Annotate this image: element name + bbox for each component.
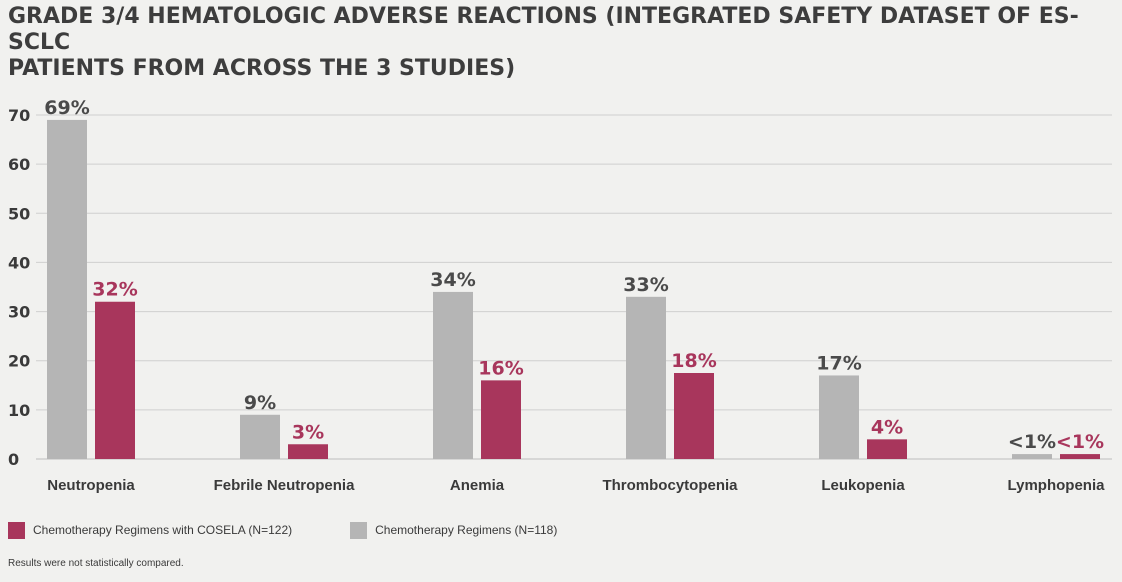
y-tick-label: 30 bbox=[8, 303, 30, 322]
y-tick-label: 70 bbox=[8, 106, 30, 125]
chart-title-line-1: GRADE 3/4 HEMATOLOGIC ADVERSE REACTIONS … bbox=[8, 4, 1079, 55]
legend-swatch-chemo bbox=[350, 521, 368, 539]
bar-data-label: 69% bbox=[44, 97, 89, 119]
y-tick-label: 10 bbox=[8, 401, 30, 420]
chart-legend: Chemotherapy Regimens with COSELA (N=122… bbox=[8, 520, 615, 540]
bar bbox=[867, 439, 907, 459]
chart-title: GRADE 3/4 HEMATOLOGIC ADVERSE REACTIONS … bbox=[8, 4, 1108, 82]
footnote: Results were not statistically compared. bbox=[8, 558, 184, 569]
x-category-label: Anemia bbox=[450, 477, 505, 494]
bar bbox=[1012, 454, 1052, 459]
x-category-label: Neutropenia bbox=[47, 477, 135, 494]
bar-data-label: 3% bbox=[292, 421, 324, 443]
y-tick-label: 20 bbox=[8, 352, 30, 371]
bar-data-label: 17% bbox=[816, 352, 861, 374]
bar bbox=[674, 373, 714, 459]
y-tick-label: 0 bbox=[8, 450, 19, 469]
x-category-label: Thrombocytopenia bbox=[602, 477, 738, 494]
bar bbox=[433, 291, 473, 459]
legend-item-chemo: Chemotherapy Regimens (N=118) bbox=[350, 521, 558, 539]
bar-data-label: 33% bbox=[623, 274, 668, 296]
bar-data-label: 16% bbox=[478, 357, 523, 379]
y-tick-label: 60 bbox=[8, 155, 30, 174]
bar-data-label: 34% bbox=[430, 269, 475, 291]
bar bbox=[95, 301, 135, 459]
x-category-label: Febrile Neutropenia bbox=[214, 477, 356, 494]
legend-swatch-cosela bbox=[8, 521, 25, 539]
bar bbox=[626, 296, 666, 459]
bar bbox=[819, 375, 859, 459]
bar-chart: 0 10 20 30 40 50 60 70 69% 32% Neutropenia 9% 3% Febr… bbox=[8, 97, 1112, 494]
legend-label-cosela: Chemotherapy Regimens with COSELA (N=122… bbox=[33, 523, 293, 537]
bar bbox=[288, 444, 328, 459]
bar-data-label: <1% bbox=[1056, 431, 1104, 453]
x-category-label: Lymphopenia bbox=[1008, 477, 1106, 494]
bar bbox=[1060, 454, 1100, 459]
legend-label-chemo: Chemotherapy Regimens (N=118) bbox=[375, 523, 558, 537]
bar-data-label: 18% bbox=[671, 350, 716, 372]
legend-item-cosela: Chemotherapy Regimens with COSELA (N=122… bbox=[8, 521, 293, 539]
y-tick-label: 50 bbox=[8, 204, 30, 223]
x-category-label: Leukopenia bbox=[821, 477, 905, 494]
bar-data-label: <1% bbox=[1008, 431, 1056, 453]
bar-data-label: 9% bbox=[244, 392, 276, 414]
bar bbox=[47, 119, 87, 460]
bar-data-label: 4% bbox=[871, 416, 903, 438]
bar bbox=[240, 414, 280, 459]
y-tick-label: 40 bbox=[8, 253, 30, 272]
bar bbox=[481, 380, 521, 459]
chart-title-line-2: PATIENTS FROM ACROSS THE 3 STUDIES) bbox=[8, 56, 516, 81]
bar-data-label: 32% bbox=[92, 279, 137, 301]
